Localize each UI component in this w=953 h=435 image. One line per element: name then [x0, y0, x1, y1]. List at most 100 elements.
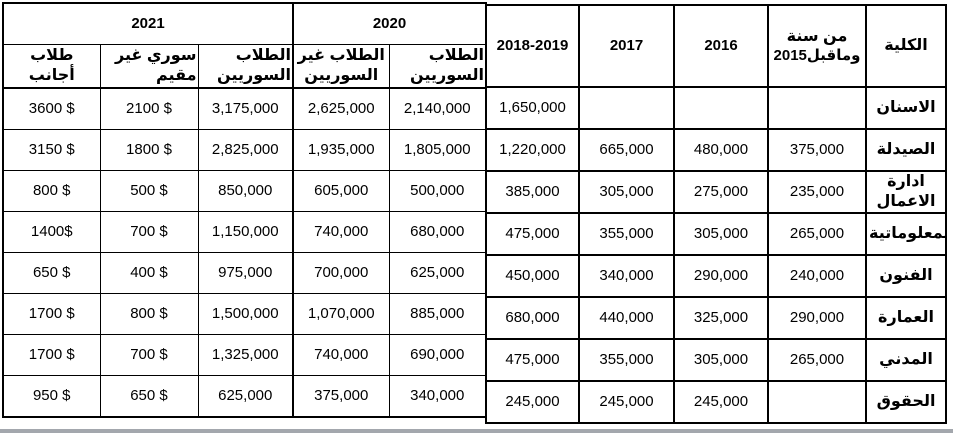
cell-syrian-2020: 885,000: [388, 293, 487, 335]
table-row: 1,650,000 الاسنان: [485, 86, 947, 130]
cell-faculty: الحقوق: [865, 380, 947, 424]
page-edge-divider: [0, 429, 953, 433]
cell-nonresident-2021: 800 $: [99, 293, 199, 335]
table-row: 680,000 440,000 325,000 290,000 العمارة: [485, 296, 947, 340]
cell-syrian-2020: 625,000: [388, 252, 487, 294]
cell-2018-2019: 680,000: [485, 296, 580, 340]
cell-nonsyrian-2020: 700,000: [292, 252, 390, 294]
cell-2015-before: [767, 86, 867, 130]
cell-nonresident-2021: 700 $: [99, 211, 199, 253]
cell-nonsyrian-2020: 605,000: [292, 170, 390, 212]
table-row: 800 $ 500 $ 850,000 605,000 500,000: [2, 170, 487, 212]
cell-2018-2019: 450,000: [485, 254, 580, 298]
cell-syrian-2021: 1,325,000: [197, 334, 294, 376]
cell-nonsyrian-2020: 1,070,000: [292, 293, 390, 335]
cell-2015-before: 375,000: [767, 128, 867, 172]
cell-syrian-2020: 2,140,000: [388, 87, 487, 130]
cell-2016: 245,000: [673, 380, 769, 424]
cell-2016: 275,000: [673, 170, 769, 214]
cell-nonresident-2021: 500 $: [99, 170, 199, 212]
table-row: 475,000 355,000 305,000 265,000 المدني: [485, 338, 947, 382]
cell-faculty: الصيدلة: [865, 128, 947, 172]
cell-2015-before: 265,000: [767, 212, 867, 256]
cell-foreign-2021: 950 $: [2, 375, 101, 418]
cell-foreign-2021: 3600 $: [2, 87, 101, 130]
cell-foreign-2021: 650 $: [2, 252, 101, 294]
cell-syrian-2020: 690,000: [388, 334, 487, 376]
cell-2015-before: 240,000: [767, 254, 867, 298]
header-2015-line1: من سنة: [786, 27, 848, 45]
cell-2015-before: 235,000: [767, 170, 867, 214]
subheader-nonresident-syrian-2021: سوري غير مقيم: [99, 44, 199, 89]
cell-2017: 340,000: [578, 254, 675, 298]
cell-2018-2019: 245,000: [485, 380, 580, 424]
table-row: 950 $ 650 $ 625,000 375,000 340,000: [2, 375, 487, 418]
fees-table-recent-years: 2021 2020 طلاب أجانب سوري غير مقيم الطلا…: [2, 2, 487, 418]
cell-nonsyrian-2020: 740,000: [292, 334, 390, 376]
table-row: 450,000 340,000 290,000 240,000 الفنون: [485, 254, 947, 298]
cell-2016: 305,000: [673, 338, 769, 382]
subheader-non-syrian-students-2020: الطلاب غير السوريين: [292, 44, 390, 89]
table-row: 1700 $ 700 $ 1,325,000 740,000 690,000: [2, 334, 487, 376]
header-2017: 2017: [578, 4, 675, 88]
cell-2015-before: 265,000: [767, 338, 867, 382]
cell-syrian-2021: 1,500,000: [197, 293, 294, 335]
cell-2018-2019: 1,650,000: [485, 86, 580, 130]
subheader-foreign-students-2021: طلاب أجانب: [2, 44, 101, 89]
header-2018-2019: 2018-2019: [485, 4, 580, 88]
subheader-syrian-students-2020: الطلاب السوريين: [388, 44, 487, 89]
table-row: 1700 $ 800 $ 1,500,000 1,070,000 885,000: [2, 293, 487, 335]
cell-syrian-2021: 975,000: [197, 252, 294, 294]
cell-syrian-2021: 850,000: [197, 170, 294, 212]
cell-syrian-2021: 3,175,000: [197, 87, 294, 130]
cell-2016: 305,000: [673, 212, 769, 256]
cell-nonsyrian-2020: 375,000: [292, 375, 390, 418]
cell-faculty: ادارة الاعمال: [865, 170, 947, 214]
cell-nonsyrian-2020: 740,000: [292, 211, 390, 253]
table-row: 3600 $ 2100 $ 3,175,000 2,625,000 2,140,…: [2, 87, 487, 130]
fees-table-earlier-years: 2018-2019 2017 2016 من سنة 2015وماقبل ال…: [485, 4, 947, 424]
table-row: 475,000 355,000 305,000 265,000 المعلوما…: [485, 212, 947, 256]
cell-syrian-2020: 680,000: [388, 211, 487, 253]
cell-2018-2019: 475,000: [485, 338, 580, 382]
cell-2018-2019: 1,220,000: [485, 128, 580, 172]
cell-faculty: العمارة: [865, 296, 947, 340]
cell-nonresident-2021: 400 $: [99, 252, 199, 294]
cell-2017: 355,000: [578, 212, 675, 256]
cell-nonresident-2021: 700 $: [99, 334, 199, 376]
cell-2016: [673, 86, 769, 130]
cell-foreign-2021: 1400$: [2, 211, 101, 253]
cell-foreign-2021: 800 $: [2, 170, 101, 212]
cell-foreign-2021: 3150 $: [2, 129, 101, 171]
cell-2017: [578, 86, 675, 130]
header-2015-line2: 2015وماقبل: [773, 46, 861, 64]
header-faculty: الكلية: [865, 4, 947, 88]
table-row: 385,000 305,000 275,000 235,000 ادارة ال…: [485, 170, 947, 214]
group-header-2021: 2021: [2, 2, 294, 45]
cell-2017: 245,000: [578, 380, 675, 424]
cell-nonsyrian-2020: 2,625,000: [292, 87, 390, 130]
cell-syrian-2020: 500,000: [388, 170, 487, 212]
cell-2017: 305,000: [578, 170, 675, 214]
group-header-row: 2021 2020: [2, 2, 487, 45]
table-row: 1,220,000 665,000 480,000 375,000 الصيدل…: [485, 128, 947, 172]
cell-nonresident-2021: 1800 $: [99, 129, 199, 171]
cell-syrian-2021: 2,825,000: [197, 129, 294, 171]
cell-syrian-2021: 625,000: [197, 375, 294, 418]
cell-2016: 325,000: [673, 296, 769, 340]
cell-faculty: المدني: [865, 338, 947, 382]
cell-2016: 290,000: [673, 254, 769, 298]
cell-nonresident-2021: 650 $: [99, 375, 199, 418]
cell-2018-2019: 475,000: [485, 212, 580, 256]
year-header-row: 2018-2019 2017 2016 من سنة 2015وماقبل ال…: [485, 4, 947, 88]
table-row: 1400$ 700 $ 1,150,000 740,000 680,000: [2, 211, 487, 253]
cell-faculty: الفنون: [865, 254, 947, 298]
cell-2017: 355,000: [578, 338, 675, 382]
table-row: 650 $ 400 $ 975,000 700,000 625,000: [2, 252, 487, 294]
cell-syrian-2020: 340,000: [388, 375, 487, 418]
cell-2017: 440,000: [578, 296, 675, 340]
cell-2018-2019: 385,000: [485, 170, 580, 214]
cell-syrian-2020: 1,805,000: [388, 129, 487, 171]
header-2016: 2016: [673, 4, 769, 88]
